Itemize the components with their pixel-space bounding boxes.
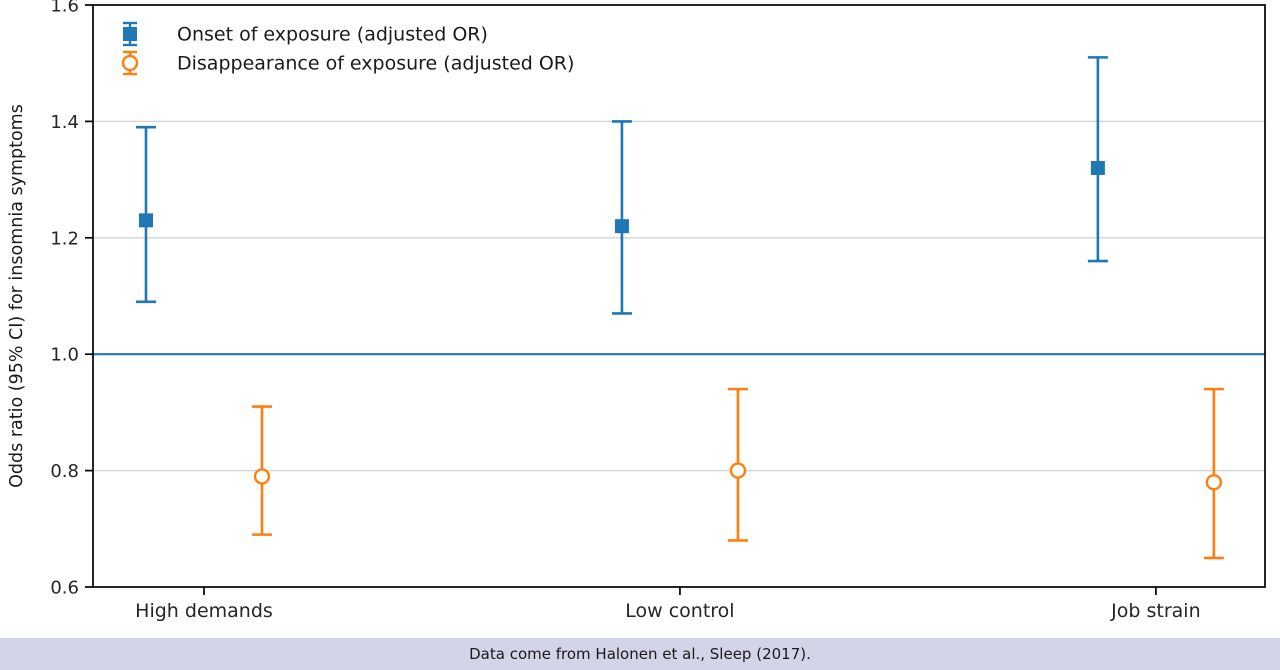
- errorbar-disappearance-low-control: [727, 387, 748, 542]
- errorbar-onset-job-strain: [1087, 56, 1108, 263]
- errorbar-onset-low-control: [611, 120, 632, 315]
- errorbar-onset-high-demands: [135, 125, 156, 304]
- plot-border: [92, 4, 1266, 588]
- marker-square: [1090, 160, 1105, 175]
- y-axis: 0.6 0.8 1.0 1.2 1.4 1.6: [50, 0, 93, 599]
- x-tick-label-low-control: Low control: [625, 600, 734, 622]
- marker-open-circle: [121, 54, 139, 72]
- legend: Onset of exposure (adjusted OR) Disappear…: [121, 21, 574, 76]
- y-tick-label-1.4: 1.4: [50, 112, 79, 133]
- marker-open-circle: [1205, 474, 1223, 491]
- x-tick-label-high-demands: High demands: [135, 600, 273, 622]
- y-tick-label-1.2: 1.2: [50, 228, 79, 249]
- series-onset-of-exposure-adjusted-or: [135, 56, 1108, 315]
- legend-label-onset-of-exposure-adjusted-or: Onset of exposure (adjusted OR): [177, 24, 488, 46]
- marker-square: [614, 219, 629, 234]
- series-disappearance-of-exposure-adjusted-or: [251, 387, 1224, 560]
- marker-open-circle: [253, 468, 271, 485]
- legend-item-disappearance-of-exposure-adjusted-or: Disappearance of exposure (adjusted OR): [121, 50, 574, 76]
- y-axis-label: Odds ratio (95% CI) for insomnia symptom…: [7, 104, 27, 488]
- x-axis: High demands Low control Job strain: [135, 587, 1201, 622]
- marker-square: [138, 213, 153, 228]
- errorbar-disappearance-job-strain: [1203, 387, 1224, 560]
- marker-square: [123, 27, 137, 41]
- caption-bar: Data come from Halonen et al., Sleep (20…: [0, 638, 1280, 670]
- gridlines: [93, 120, 1265, 472]
- x-tick-label-job-strain: Job strain: [1110, 600, 1200, 622]
- y-tick-label-1: 1.0: [50, 345, 79, 366]
- legend-item-onset-of-exposure-adjusted-or: Onset of exposure (adjusted OR): [123, 21, 488, 47]
- legend-label-disappearance-of-exposure-adjusted-or: Disappearance of exposure (adjusted OR): [177, 53, 574, 75]
- errorbar-chart: 0.6 0.8 1.0 1.2 1.4 1.6 Odds ratio (95% CI) fo…: [7, 0, 1266, 622]
- errorbar-disappearance-high-demands: [251, 405, 272, 536]
- y-tick-label-1.6: 1.6: [50, 0, 79, 17]
- marker-open-circle: [729, 462, 747, 479]
- caption-text: Data come from Halonen et al., Sleep (20…: [469, 645, 811, 663]
- y-tick-label-0.6: 0.6: [50, 578, 79, 599]
- y-tick-label-0.8: 0.8: [50, 461, 79, 482]
